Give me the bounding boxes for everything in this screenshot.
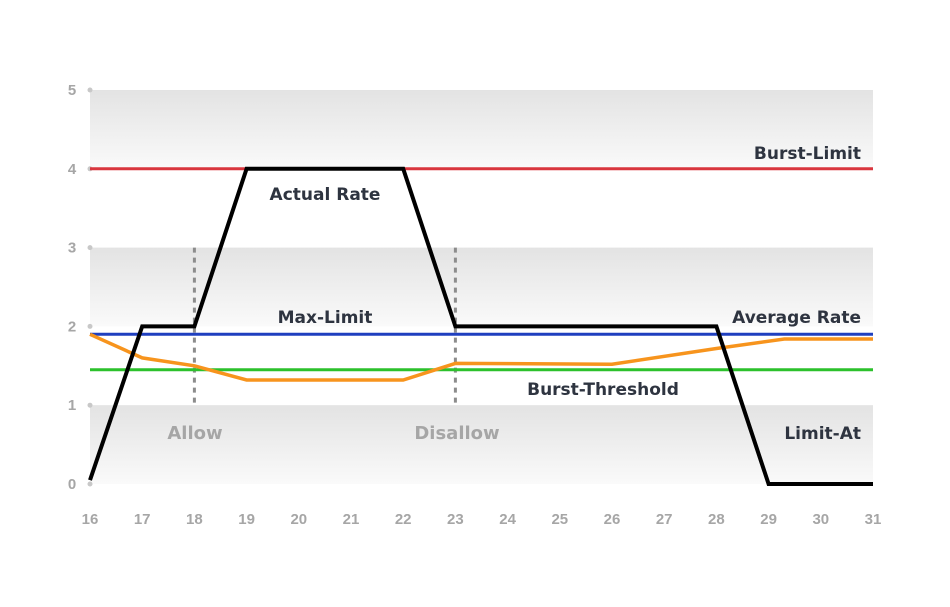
x-tick-label-19: 19: [238, 511, 255, 528]
x-tick-label-30: 30: [812, 511, 829, 528]
label-burst-limit: Burst-Limit: [754, 144, 861, 164]
label-burst-threshold: Burst-Threshold: [527, 380, 679, 400]
x-axis-ticks: 16 17 18 19 20 21 22 23 24 25 26 27 28 29 30 31: [82, 511, 882, 528]
x-tick-label-23: 23: [447, 511, 464, 528]
y-tick-label-4: 4: [68, 161, 77, 178]
chart-labels: Burst-Limit Actual Rate Max-Limit Average R…: [167, 144, 861, 444]
x-tick-label-21: 21: [343, 511, 360, 528]
x-tick-label-20: 20: [290, 511, 307, 528]
x-tick-label-18: 18: [186, 511, 203, 528]
label-limit-at: Limit-At: [784, 424, 861, 444]
series-lines: [88, 166, 873, 486]
x-tick-label-31: 31: [865, 511, 882, 528]
y-tick-dot-0: [87, 481, 93, 487]
y-tick-label-3: 3: [68, 240, 76, 257]
y-tick-dot-2: [87, 323, 93, 329]
x-tick-label-24: 24: [499, 511, 516, 528]
reference-lines: [90, 167, 873, 372]
y-tick-label-2: 2: [68, 318, 76, 335]
vertical-markers: [192, 247, 457, 406]
x-tick-label-26: 26: [604, 511, 621, 528]
x-tick-label-25: 25: [551, 511, 568, 528]
x-tick-label-22: 22: [395, 511, 412, 528]
x-tick-label-17: 17: [134, 511, 151, 528]
label-disallow: Disallow: [414, 423, 499, 444]
band-4-5: [90, 90, 873, 169]
y-tick-label-1: 1: [68, 397, 76, 414]
label-actual-rate: Actual Rate: [270, 185, 381, 205]
series-line-average-rate: [89, 332, 873, 382]
series-line-actual-rate: [88, 166, 873, 486]
y-tick-dot-1: [87, 402, 93, 408]
x-tick-label-28: 28: [708, 511, 725, 528]
label-max-limit: Max-Limit: [278, 308, 373, 328]
y-tick-label-0: 0: [68, 476, 76, 493]
band-2-3: [90, 247, 873, 327]
y-tick-dot-3: [87, 245, 93, 251]
y-tick-label-5: 5: [68, 82, 76, 99]
y-axis-ticks: 0 1 2 3 4 5: [68, 82, 93, 493]
x-tick-label-27: 27: [656, 511, 673, 528]
x-tick-label-16: 16: [82, 511, 99, 528]
label-average-rate: Average Rate: [732, 308, 861, 328]
background-bands: [90, 90, 873, 484]
x-tick-label-29: 29: [760, 511, 777, 528]
band-0-1: [90, 405, 873, 484]
y-tick-dot-5: [87, 87, 93, 93]
label-allow: Allow: [167, 423, 222, 444]
